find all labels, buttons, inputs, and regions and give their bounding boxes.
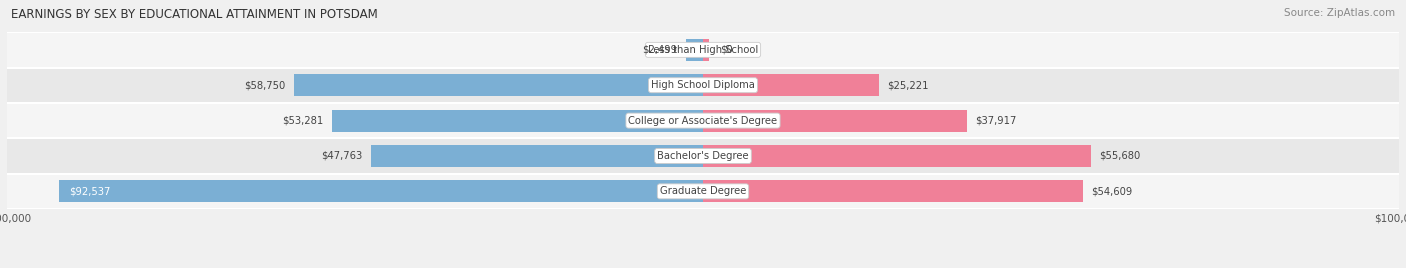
Text: Graduate Degree: Graduate Degree (659, 186, 747, 196)
Text: $92,537: $92,537 (69, 186, 111, 196)
Text: $0: $0 (720, 45, 733, 55)
Bar (7, 68, 1399, 103)
Text: College or Associate's Degree: College or Associate's Degree (628, 116, 778, 126)
Bar (703, 39, 709, 61)
Bar (371, 145, 703, 167)
Text: Source: ZipAtlas.com: Source: ZipAtlas.com (1284, 8, 1395, 18)
Text: Less than High School: Less than High School (648, 45, 758, 55)
Bar (7, 32, 1399, 68)
Text: $25,221: $25,221 (887, 80, 928, 90)
Bar (703, 110, 967, 132)
Bar (686, 39, 703, 61)
Bar (59, 180, 703, 202)
Bar (7, 174, 1399, 209)
Bar (7, 103, 1399, 138)
Text: EARNINGS BY SEX BY EDUCATIONAL ATTAINMENT IN POTSDAM: EARNINGS BY SEX BY EDUCATIONAL ATTAINMEN… (11, 8, 378, 21)
Text: $53,281: $53,281 (283, 116, 323, 126)
Bar (703, 145, 1091, 167)
Text: $58,750: $58,750 (245, 80, 285, 90)
Text: $54,609: $54,609 (1091, 186, 1133, 196)
Text: $37,917: $37,917 (976, 116, 1017, 126)
Bar (294, 74, 703, 96)
Bar (703, 74, 879, 96)
Text: High School Diploma: High School Diploma (651, 80, 755, 90)
Bar (703, 180, 1083, 202)
Text: $47,763: $47,763 (321, 151, 363, 161)
Bar (7, 138, 1399, 174)
Text: $55,680: $55,680 (1099, 151, 1140, 161)
Text: $2,499: $2,499 (643, 45, 678, 55)
Text: Bachelor's Degree: Bachelor's Degree (657, 151, 749, 161)
Bar (332, 110, 703, 132)
